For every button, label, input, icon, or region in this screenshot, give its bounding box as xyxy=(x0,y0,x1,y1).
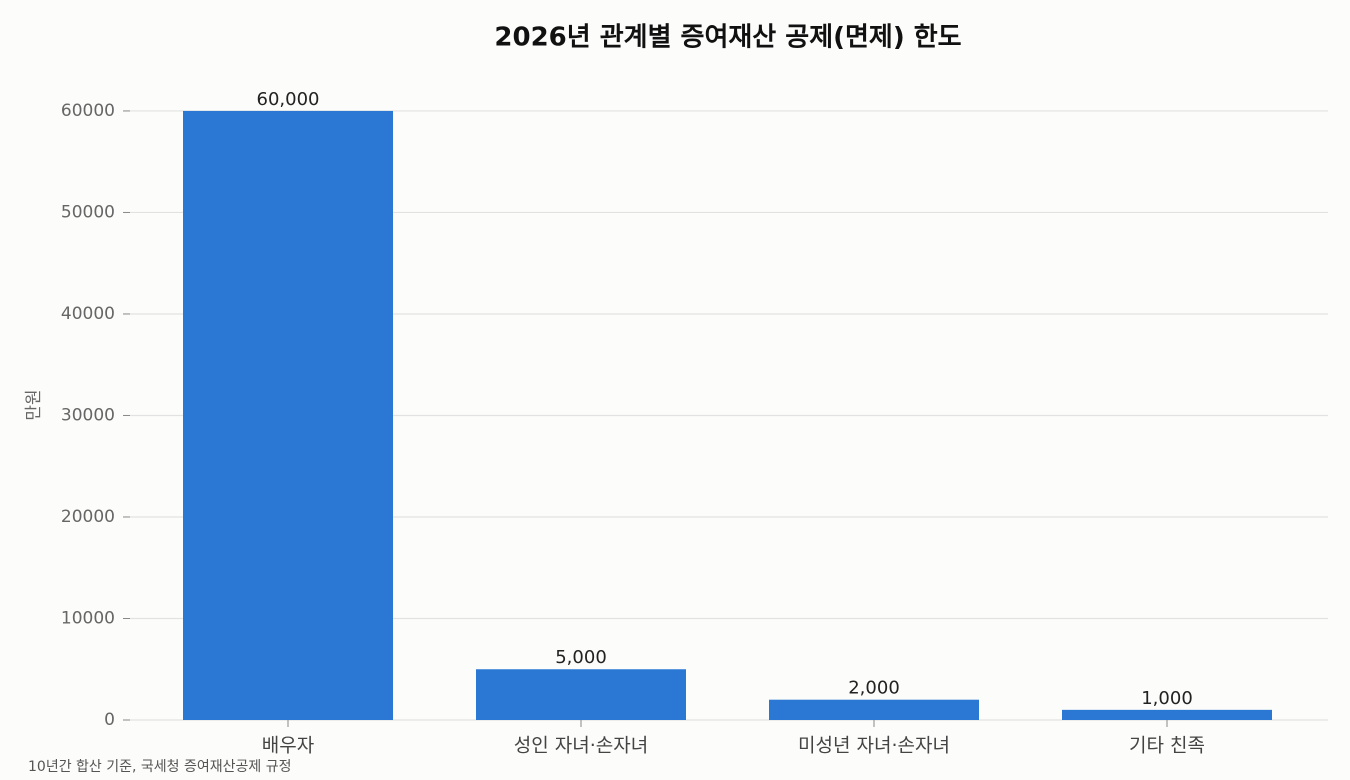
value-label: 1,000 xyxy=(1141,688,1193,709)
value-label: 60,000 xyxy=(257,89,320,110)
bar xyxy=(183,110,393,720)
chart-title: 2026년 관계별 증여재산 공제(면제) 한도 xyxy=(494,23,961,53)
bar xyxy=(769,699,979,720)
bar xyxy=(1062,709,1272,720)
x-tick-label: 기타 친족 xyxy=(1129,735,1205,757)
bar xyxy=(476,669,686,720)
x-tick-label: 배우자 xyxy=(262,735,314,757)
x-tick-label: 미성년 자녀·손자녀 xyxy=(798,735,950,757)
y-tick-label: 10000 xyxy=(61,608,115,628)
y-tick-label: 60000 xyxy=(61,101,115,121)
y-axis-label: 만원 xyxy=(24,389,44,420)
y-tick-label: 50000 xyxy=(61,202,115,222)
x-tick-label: 성인 자녀·손자녀 xyxy=(514,735,648,757)
y-tick-label: 0 xyxy=(104,710,115,730)
y-tick-label: 20000 xyxy=(61,507,115,527)
value-label: 5,000 xyxy=(555,647,607,668)
y-tick-label: 40000 xyxy=(61,304,115,324)
y-tick-label: 30000 xyxy=(61,405,115,425)
value-label: 2,000 xyxy=(848,678,900,699)
footnote: 10년간 합산 기준, 국세청 증여재산공제 규정 xyxy=(28,759,291,775)
